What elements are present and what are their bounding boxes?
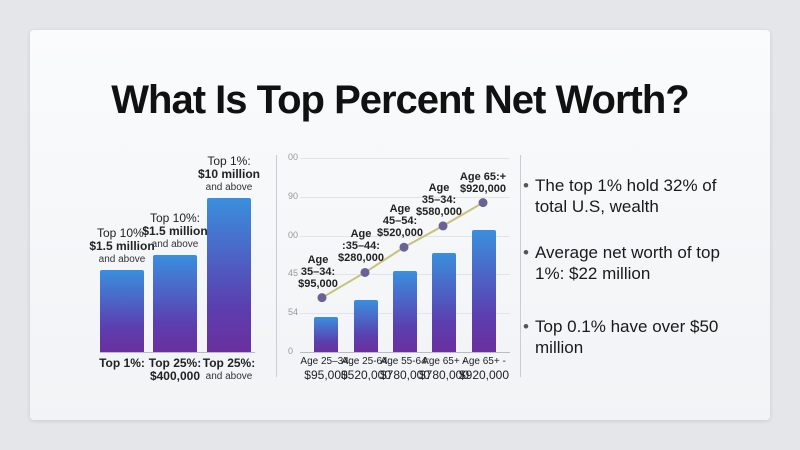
bullet-3: Top 0.1% have over $50 million	[523, 316, 735, 358]
age-bar	[393, 270, 417, 352]
label-line: Age 65:+	[459, 170, 507, 183]
label-line: Age 25-64:	[341, 356, 391, 367]
label-line: 45–54:	[382, 215, 418, 228]
y-tick-label: 00	[288, 152, 299, 162]
trend-point	[399, 242, 409, 252]
left-bar-category-label: Top 25%: $400,000	[149, 357, 201, 383]
gridline	[300, 352, 510, 353]
age-bar	[314, 317, 338, 352]
y-tick-label: 45	[288, 268, 299, 279]
left-bar-category-label: Top 25%: and above	[203, 357, 255, 383]
label-line: Age	[428, 181, 450, 194]
gridline	[300, 196, 510, 198]
point-label: Age 35–34: $580,000	[416, 182, 462, 218]
trend-point	[438, 221, 448, 231]
label-line: Age	[307, 253, 329, 266]
point-label: Age 35–34: $95,000	[298, 254, 338, 290]
label-line: :35–44:	[342, 240, 380, 253]
left-bar-top-label: Top 1%: $10 million and above	[198, 155, 260, 194]
label-line: $95,000	[304, 368, 348, 382]
left-chart-baseline	[100, 352, 255, 353]
label-line: $780,000	[379, 368, 431, 382]
label-line: Top 25%:	[148, 356, 202, 370]
page-title: What Is Top Percent Net Worth?	[111, 78, 689, 122]
trend-point	[360, 267, 370, 277]
age-bar	[432, 253, 456, 352]
label-line: and above	[205, 371, 253, 382]
y-tick-label: 0	[288, 346, 294, 356]
gridline	[300, 235, 510, 237]
age-bar	[354, 299, 378, 352]
trend-point	[317, 293, 327, 303]
gridline	[300, 158, 510, 159]
point-label: Age 65:+ $920,000	[460, 171, 506, 195]
label-line: Top 10%:	[149, 210, 201, 225]
left-bar	[100, 270, 144, 352]
label-line: and above	[151, 238, 199, 250]
y-tick-label: 54	[288, 307, 299, 318]
label-line: Age 25–34:	[300, 356, 352, 367]
label-line: $10 million	[197, 167, 261, 181]
point-label: Age 45–54: $520,000	[377, 203, 423, 239]
label-line: $520,000	[377, 227, 423, 240]
trend-point	[478, 198, 488, 208]
x-category-label: Age 55-64: $780,000	[380, 356, 430, 382]
label-line: Age	[350, 228, 372, 241]
label-line: $95,000	[298, 277, 338, 290]
age-bar	[472, 229, 496, 352]
label-line: Top 10%:	[96, 226, 148, 241]
left-bar	[207, 198, 251, 352]
label-line: and above	[205, 182, 253, 193]
bullet-1: The top 1% hold 32% of total U.S, wealth	[523, 175, 735, 217]
x-category-label: Age 65+ - $920,000	[459, 356, 509, 382]
label-line: Top 1%:	[207, 154, 251, 168]
label-line: $920,000	[458, 368, 510, 382]
label-line: $1.5 million	[89, 239, 155, 254]
label-line: $400,000	[149, 369, 201, 383]
left-bar-category-label: Top 1%:	[99, 357, 145, 370]
label-line: Age 55-64:	[380, 356, 430, 367]
x-category-label: Age 65+ - $780,000	[419, 356, 469, 382]
label-line: Top 1%:	[99, 356, 145, 370]
label-line: $920,000	[460, 182, 506, 195]
point-label: Age:35–44: $280,000	[338, 228, 384, 264]
label-line: and above	[98, 254, 146, 266]
label-line: Age	[389, 203, 411, 216]
label-line: Top 25%:	[202, 356, 256, 370]
label-line: $580,000	[416, 205, 462, 218]
left-bar-top-label: Top 10%: $1.5 million and above	[142, 210, 208, 251]
label-line: $1.5 million	[142, 223, 208, 238]
y-tick-label: 00	[288, 229, 299, 240]
label-line: Age 65+ -	[462, 356, 506, 367]
bullet-2: Average net worth of top 1%: $22 million	[523, 242, 735, 284]
label-line: $520,000	[340, 368, 392, 382]
label-line: 35–34:	[300, 265, 336, 278]
label-line: Age 65+ -	[422, 356, 466, 367]
divider	[520, 155, 521, 377]
left-bar-top-label: Top 10%: $1.5 million and above	[89, 227, 154, 266]
left-bar	[153, 254, 197, 352]
y-tick-label: 90	[288, 190, 299, 201]
divider	[276, 155, 277, 377]
x-category-label: Age 25-64: $520,000	[341, 356, 391, 382]
label-line: 35–34:	[421, 193, 457, 206]
x-category-label: Age 25–34: $95,000	[300, 356, 351, 382]
label-line: $780,000	[418, 368, 470, 382]
label-line: $280,000	[338, 252, 384, 265]
